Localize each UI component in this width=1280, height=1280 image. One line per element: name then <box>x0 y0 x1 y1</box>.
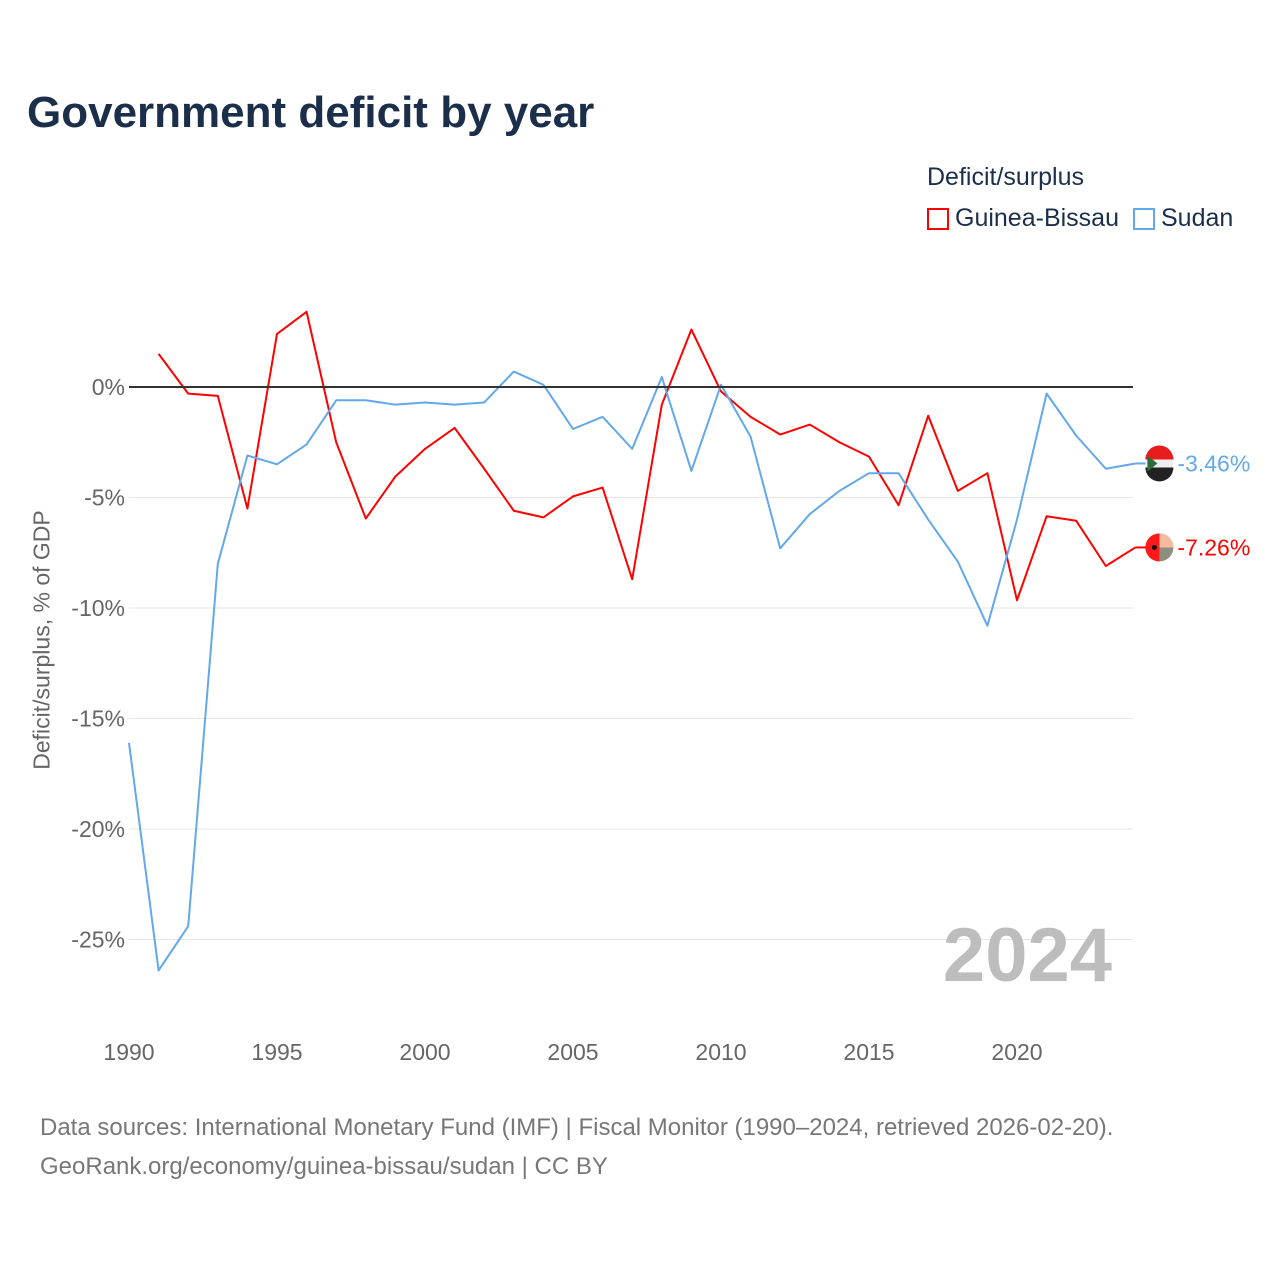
x-tick-label: 1995 <box>251 1039 302 1065</box>
x-tick-label: 2010 <box>695 1039 746 1065</box>
x-tick-label: 2005 <box>547 1039 598 1065</box>
legend-label: Sudan <box>1160 204 1234 232</box>
flag-part <box>1159 533 1174 548</box>
legend-label: Guinea-Bissau <box>955 204 1119 232</box>
legend-swatch <box>1132 207 1155 230</box>
x-tick-label: 1990 <box>103 1039 154 1065</box>
legend: Guinea-Bissau Sudan <box>927 204 1233 233</box>
chart-title: Government deficit by year <box>27 88 595 137</box>
flag-part <box>1145 445 1174 460</box>
end-value-label: -3.46% <box>1177 450 1250 476</box>
end-value-label: -7.26% <box>1177 534 1250 560</box>
legend-item-guinea-bissau[interactable]: Guinea-Bissau <box>927 204 1119 233</box>
y-axis-label: Deficit/surplus, % of GDP <box>28 510 55 770</box>
series-line-guinea-bissau <box>157 310 1136 602</box>
x-tick-label: 2015 <box>843 1039 894 1065</box>
legend-swatch <box>927 207 949 230</box>
y-tick-label: -15% <box>71 706 125 732</box>
legend-item-sudan[interactable]: Sudan <box>1132 204 1234 233</box>
source-line-1: Data sources: International Monetary Fun… <box>40 1114 1114 1141</box>
x-tick-label: 2000 <box>399 1039 450 1065</box>
series-line-sudan <box>128 370 1136 972</box>
y-tick-label: -20% <box>71 816 125 842</box>
y-tick-label: -5% <box>84 485 125 511</box>
legend-title: Deficit/surplus <box>927 163 1084 191</box>
source-line-2[interactable]: GeoRank.org/economy/guinea-bissau/sudan … <box>40 1153 608 1180</box>
y-tick-label: 0% <box>92 374 125 400</box>
y-tick-label: -25% <box>71 927 125 953</box>
source-note: Data sources: International Monetary Fun… <box>40 1108 1113 1186</box>
flag-part <box>1145 467 1174 482</box>
year-watermark: 2024 <box>942 913 1112 998</box>
flag-part <box>1147 455 1158 472</box>
flag-star <box>1151 544 1157 550</box>
x-tick-label: 2020 <box>991 1039 1042 1065</box>
y-tick-label: -10% <box>71 595 125 621</box>
